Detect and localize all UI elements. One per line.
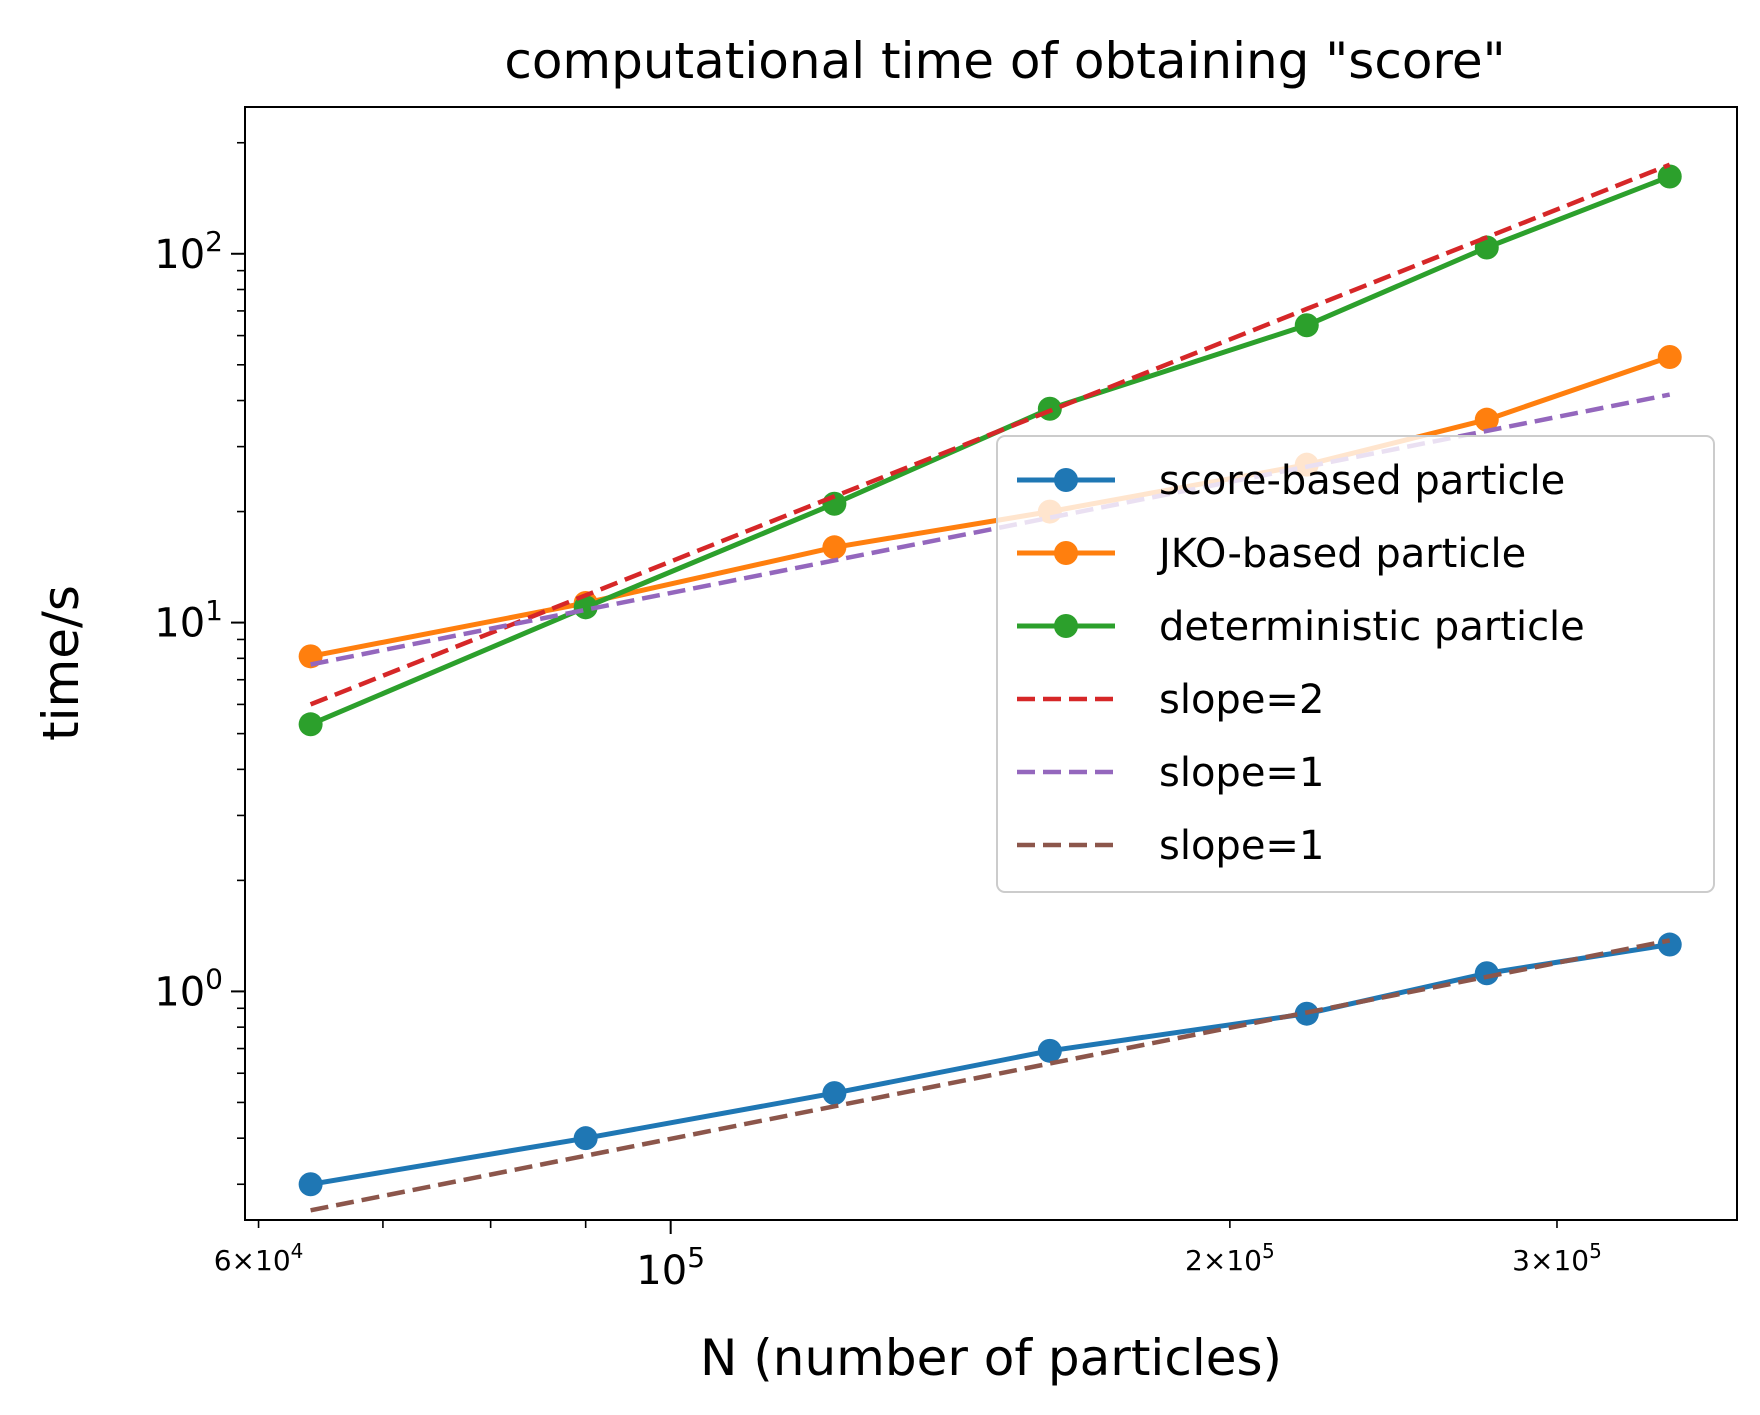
x-minor-tick-label: 6×104 [214,1239,304,1277]
y-tick-label-part: 0 [205,963,223,996]
chart-title: computational time of obtaining "score" [504,32,1505,90]
y-axis-label: time/s [32,585,90,741]
x-minor-tick-label-part: 4 [291,1239,304,1263]
x-minor-tick-label-part: 5 [1589,1239,1602,1263]
plot-frame [244,106,1738,1221]
y-tick-label-part: 1 [205,594,223,627]
x-tick-label-part: 10 [636,1248,687,1294]
legend-swatch-marker [1054,468,1078,492]
legend-swatch-marker [1054,614,1078,638]
data-point [1474,961,1499,986]
y-tick-label-part: 2 [205,225,223,258]
data-point [1294,313,1319,338]
x-minor-tick-label-part: 5 [1262,1239,1275,1263]
x-minor-tick-label-part: 10 [1553,1244,1589,1277]
x-minor-tick-label-part: 10 [1226,1244,1262,1277]
y-tick-label: 101 [154,594,223,647]
y-tick-label-part: 10 [154,232,205,278]
y-tick-label-part: 10 [154,601,205,647]
data-point [298,1172,323,1197]
data-point [573,595,598,620]
y-tick-label: 102 [154,225,223,278]
x-minor-tick-label: 3×105 [1512,1239,1602,1277]
series-line-4 [310,392,1671,667]
legend-label: JKO-based particle [1156,531,1526,577]
y-tick-label-part: 10 [154,969,205,1015]
legend-label: deterministic particle [1159,604,1585,650]
x-minor-tick-label: 2×105 [1185,1239,1275,1277]
x-minor-tick-label-part: 6 [214,1244,232,1277]
x-axis-label: N (number of particles) [700,1329,1282,1387]
x-tick-label-part: 5 [687,1241,705,1274]
x-minor-tick-label-part: 10 [255,1244,291,1277]
data-point [298,712,323,737]
x-minor-tick-label-part: × [1530,1244,1553,1277]
legend-label: score-based particle [1159,458,1565,504]
x-minor-tick-label-part: × [1203,1244,1226,1277]
x-minor-tick-label-part: 3 [1512,1244,1530,1277]
data-point [1037,1038,1062,1063]
legend-label: slope=2 [1159,677,1324,723]
data-point [822,1081,847,1106]
data-point [1474,407,1499,432]
data-point [1657,164,1682,189]
data-point [573,1126,598,1151]
series-layer [298,162,1682,1213]
series-line-5 [310,938,1671,1213]
data-point [1657,932,1682,957]
legend-swatch-marker [1054,541,1078,565]
legend: score-based particle JKO-based particle de… [996,435,1715,893]
legend-label: slope=1 [1159,750,1324,796]
series-line-3 [309,162,1671,707]
x-minor-tick-label-part: × [232,1244,255,1277]
data-point [1657,344,1682,369]
legend-label: slope=1 [1159,823,1324,869]
data-point [822,535,847,560]
x-minor-tick-label-part: 2 [1185,1244,1203,1277]
x-tick-label: 105 [636,1241,705,1294]
y-tick-label: 100 [154,963,223,1016]
legend-box [996,435,1715,893]
